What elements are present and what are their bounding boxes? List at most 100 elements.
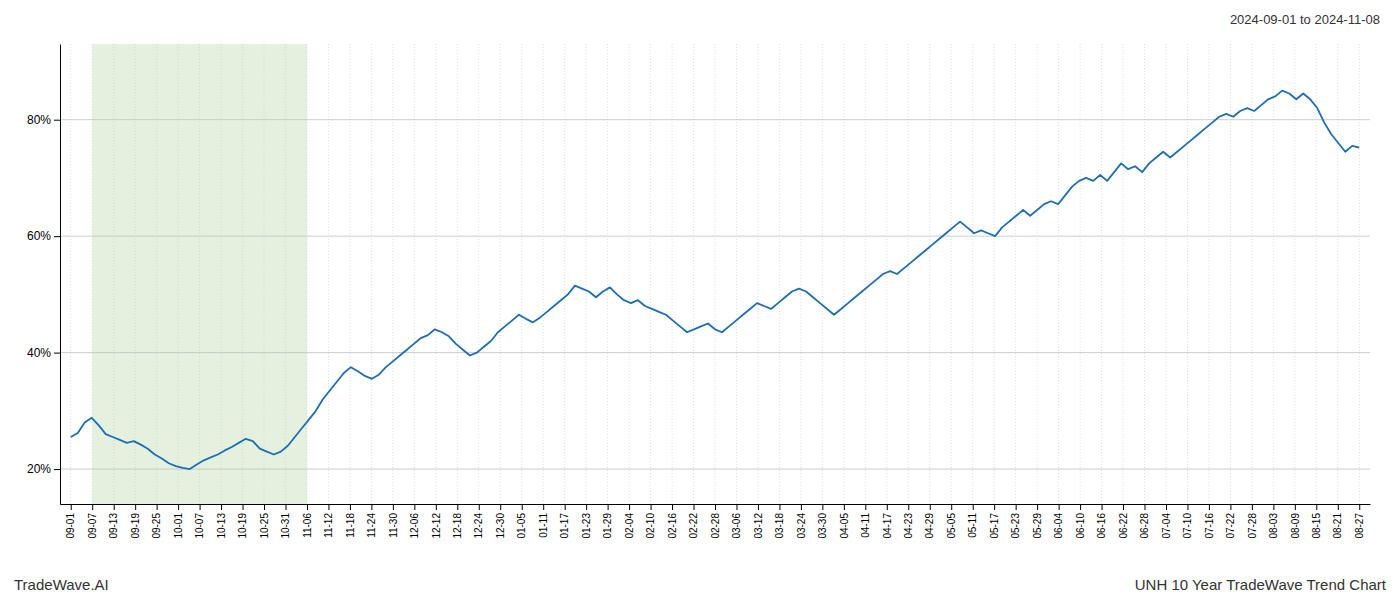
x-tick-label: 08-27 bbox=[1354, 513, 1365, 539]
x-tick-mark bbox=[1252, 504, 1253, 510]
grid-line-v bbox=[1230, 44, 1231, 504]
x-tick: 10-31 bbox=[280, 504, 291, 539]
grid bbox=[60, 44, 1370, 504]
x-tick-mark bbox=[736, 504, 737, 510]
grid-line-v bbox=[1080, 44, 1081, 504]
grid-line-v bbox=[543, 44, 544, 504]
x-tick-label: 09-07 bbox=[87, 513, 98, 539]
x-tick: 10-19 bbox=[237, 504, 248, 539]
x-tick-label: 12-30 bbox=[495, 513, 506, 539]
x-tick: 08-15 bbox=[1311, 504, 1322, 539]
x-tick-mark bbox=[758, 504, 759, 510]
x-tick: 05-11 bbox=[967, 504, 978, 538]
grid-line-v bbox=[457, 44, 458, 504]
grid-line-v bbox=[800, 44, 801, 504]
x-tick-label: 01-11 bbox=[538, 513, 549, 538]
x-tick-mark bbox=[414, 504, 415, 510]
grid-line-v bbox=[693, 44, 694, 504]
x-tick-label: 01-29 bbox=[602, 513, 613, 539]
grid-line-v bbox=[70, 44, 71, 504]
x-tick-label: 10-25 bbox=[259, 513, 270, 539]
grid-line-v bbox=[1144, 44, 1145, 504]
x-tick-mark bbox=[887, 504, 888, 510]
x-tick: 04-29 bbox=[924, 504, 935, 539]
grid-line-v bbox=[1294, 44, 1295, 504]
grid-line-v bbox=[929, 44, 930, 504]
x-tick: 06-16 bbox=[1096, 504, 1107, 539]
x-tick-mark bbox=[92, 504, 93, 510]
grid-line-v bbox=[221, 44, 222, 504]
x-tick-label: 10-31 bbox=[280, 513, 291, 539]
x-tick-label: 05-23 bbox=[1010, 513, 1021, 539]
x-tick: 02-28 bbox=[710, 504, 721, 539]
x-tick: 05-29 bbox=[1032, 504, 1043, 539]
x-tick: 08-03 bbox=[1268, 504, 1279, 539]
x-tick-label: 03-06 bbox=[731, 513, 742, 539]
x-tick-mark bbox=[994, 504, 995, 510]
x-tick: 01-11 bbox=[538, 504, 549, 538]
x-tick-mark bbox=[114, 504, 115, 510]
x-tick-mark bbox=[1295, 504, 1296, 510]
x-tick: 01-05 bbox=[516, 504, 527, 539]
x-tick-mark bbox=[822, 504, 823, 510]
x-tick-label: 03-24 bbox=[796, 513, 807, 539]
x-tick-label: 01-05 bbox=[516, 513, 527, 539]
x-tick: 12-12 bbox=[431, 504, 442, 539]
x-tick: 12-18 bbox=[452, 504, 463, 539]
grid-line-v bbox=[500, 44, 501, 504]
x-tick-mark bbox=[865, 504, 866, 510]
x-tick-label: 08-09 bbox=[1290, 513, 1301, 539]
shaded-region bbox=[92, 44, 307, 504]
x-tick-mark bbox=[1123, 504, 1124, 510]
marks bbox=[60, 44, 1370, 504]
y-tick-mark bbox=[54, 353, 60, 354]
x-tick-mark bbox=[350, 504, 351, 510]
x-tick-label: 10-19 bbox=[237, 513, 248, 539]
x-tick-mark bbox=[1359, 504, 1360, 510]
x-tick-label: 10-13 bbox=[216, 513, 227, 539]
x-tick: 01-23 bbox=[581, 504, 592, 539]
y-tick-mark bbox=[54, 469, 60, 470]
y-axis-line bbox=[60, 45, 61, 505]
y-tick-mark bbox=[54, 120, 60, 121]
grid-line-v bbox=[886, 44, 887, 504]
x-tick-label: 04-17 bbox=[882, 513, 893, 539]
x-tick-label: 06-22 bbox=[1118, 513, 1129, 539]
x-tick-mark bbox=[135, 504, 136, 510]
x-tick-label: 08-15 bbox=[1311, 513, 1322, 539]
x-axis: 09-0109-0709-1309-1909-2510-0110-0710-13… bbox=[61, 504, 1371, 539]
x-tick-mark bbox=[1166, 504, 1167, 510]
x-tick: 09-07 bbox=[87, 504, 98, 539]
y-tick-mark bbox=[54, 236, 60, 237]
x-tick: 07-04 bbox=[1161, 504, 1172, 539]
x-tick: 11-24 bbox=[366, 504, 377, 538]
x-tick-mark bbox=[500, 504, 501, 510]
x-tick: 12-06 bbox=[409, 504, 420, 539]
x-tick-mark bbox=[1016, 504, 1017, 510]
x-tick-mark bbox=[328, 504, 329, 510]
x-tick: 04-05 bbox=[839, 504, 850, 539]
x-tick-label: 04-29 bbox=[924, 513, 935, 539]
x-tick-label: 09-13 bbox=[108, 513, 119, 539]
x-tick: 01-17 bbox=[559, 504, 570, 539]
x-tick-mark bbox=[178, 504, 179, 510]
x-tick-label: 11-30 bbox=[388, 513, 399, 538]
x-tick-label: 07-28 bbox=[1247, 513, 1258, 539]
grid-line-v bbox=[1015, 44, 1016, 504]
grid-line-v bbox=[843, 44, 844, 504]
x-tick-label: 05-29 bbox=[1032, 513, 1043, 539]
grid-line-v bbox=[135, 44, 136, 504]
grid-line-v bbox=[1208, 44, 1209, 504]
x-tick-label: 08-21 bbox=[1332, 513, 1343, 539]
x-tick-label: 02-22 bbox=[688, 513, 699, 539]
x-tick: 06-28 bbox=[1139, 504, 1150, 539]
grid-line-v bbox=[650, 44, 651, 504]
x-tick-label: 05-11 bbox=[967, 513, 978, 538]
grid-line-v bbox=[306, 44, 307, 504]
x-tick: 03-06 bbox=[731, 504, 742, 539]
x-tick: 05-23 bbox=[1010, 504, 1021, 539]
x-tick-label: 02-28 bbox=[710, 513, 721, 539]
x-tick-label: 12-24 bbox=[473, 513, 484, 539]
y-axis: 20%40%60%80% bbox=[27, 45, 61, 505]
x-tick: 07-16 bbox=[1204, 504, 1215, 539]
